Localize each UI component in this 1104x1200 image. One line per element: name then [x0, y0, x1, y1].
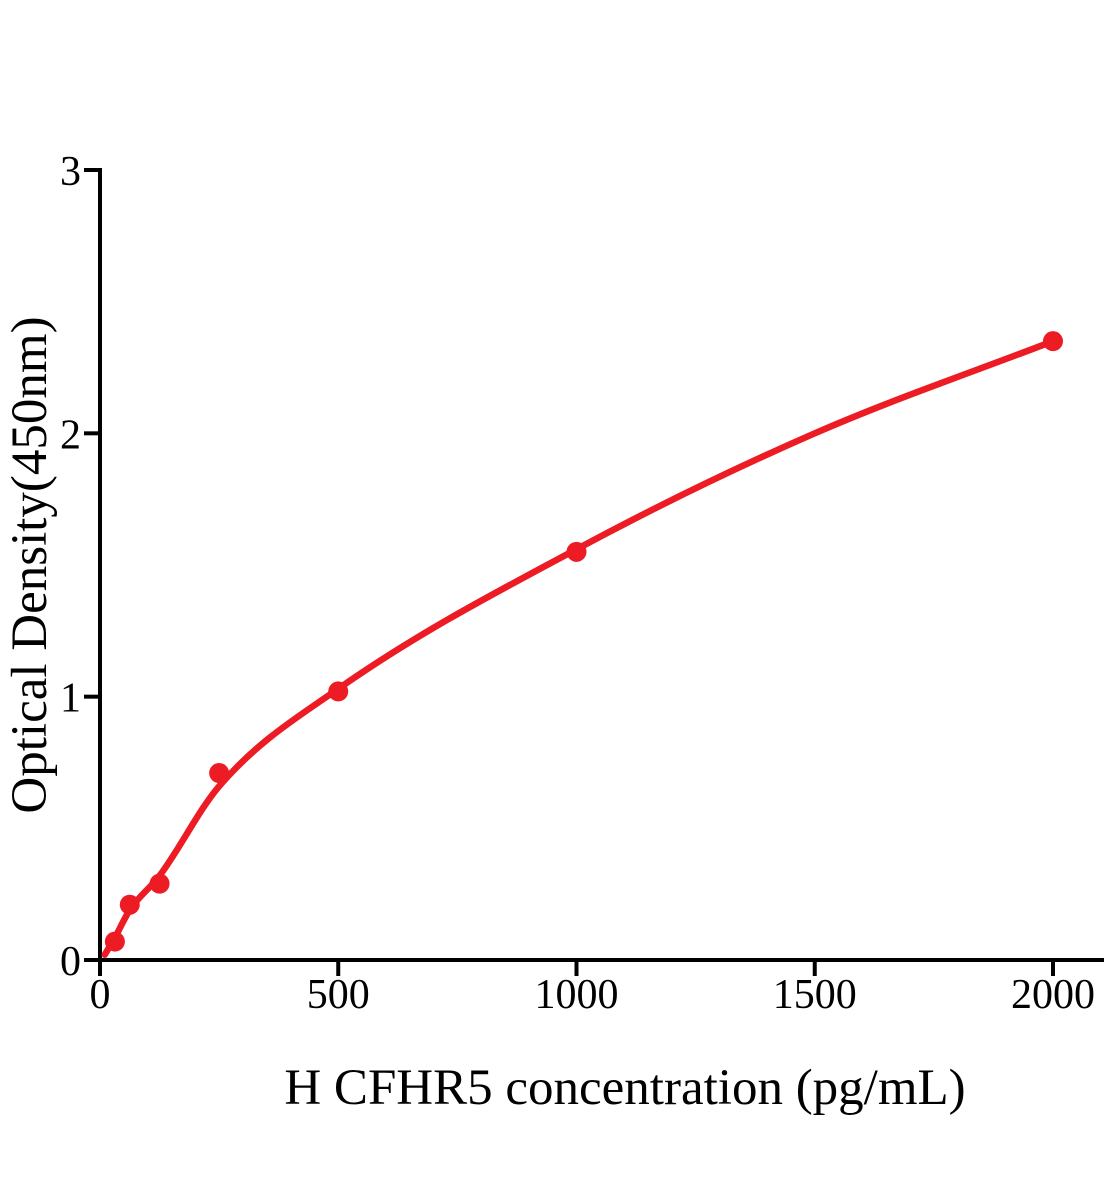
data-point [209, 763, 230, 784]
data-point [328, 681, 349, 702]
data-point [119, 894, 140, 915]
plot-layer [101, 331, 1063, 958]
axes-layer: 0 1 2 3 0 500 1000 1500 2000 [60, 149, 1104, 1018]
data-point [104, 931, 125, 952]
data-point [1043, 331, 1063, 352]
data-point [149, 873, 170, 894]
x-tick-label: 500 [307, 972, 370, 1018]
y-tick-label: 3 [60, 149, 81, 195]
x-tick-label: 1500 [773, 972, 857, 1018]
y-tick-label: 2 [60, 412, 81, 458]
x-axis-title: H CFHR5 concentration (pg/mL) [284, 1060, 965, 1116]
fit-curve-line [101, 337, 1057, 958]
data-point [566, 541, 587, 562]
x-tick-label: 0 [90, 972, 111, 1018]
y-tick-label: 1 [60, 676, 81, 722]
y-tick-label: 0 [60, 939, 81, 985]
x-tick-label: 2000 [1011, 972, 1095, 1018]
x-tick-label: 1000 [535, 972, 619, 1018]
y-axis-title: Optical Density(450nm) [2, 316, 58, 813]
